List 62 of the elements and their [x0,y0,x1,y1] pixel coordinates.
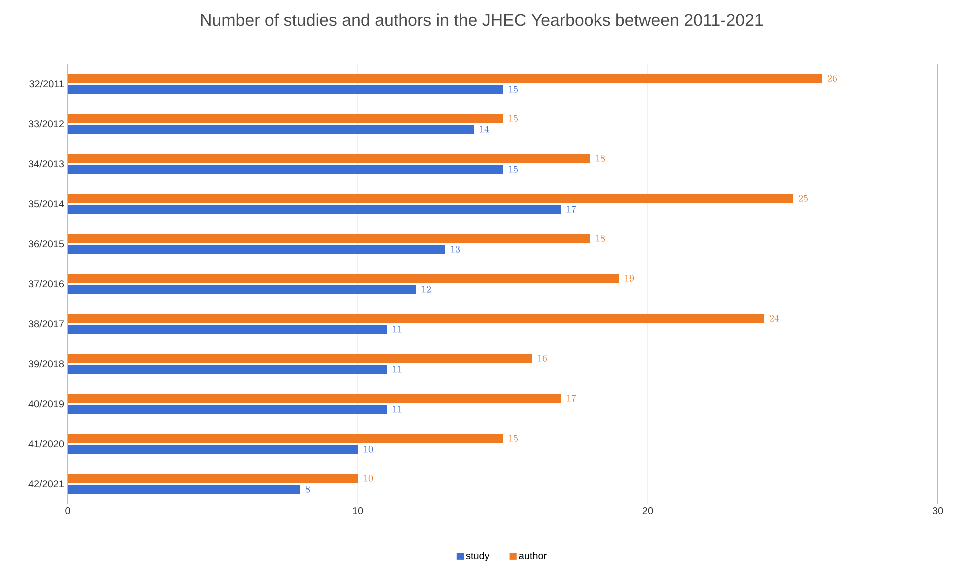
y-tick-label: 40/2019 [28,400,64,408]
bar [68,484,300,494]
bar [68,284,416,294]
data-label: 14 [480,126,490,133]
bar [68,444,358,454]
y-tick-label: 35/2014 [28,200,64,208]
data-label: 16 [538,355,548,362]
bar [68,324,388,334]
x-tick-label: 30 [932,508,944,515]
bar [68,124,474,134]
data-label: 11 [393,406,402,413]
data-label: 12 [422,286,431,293]
data-label: 15 [509,86,518,93]
legend-label: study [466,552,490,562]
bar [68,274,620,283]
data-label: 24 [770,314,780,322]
bar [68,244,446,254]
chart-title: Number of studies and authors in the JHEC Yearbooks between 2011-2021 [201,14,764,26]
bar [68,434,504,443]
y-tick-label: 32/2011 [30,80,64,88]
data-label: 18 [596,155,606,162]
data-label: 11 [393,326,402,333]
x-tick-label: 10 [353,508,364,515]
bar [68,354,532,363]
bar [68,234,590,243]
bar [68,154,590,163]
bar [68,164,504,174]
data-label: 8 [306,486,310,493]
y-tick-label: 41/2020 [28,440,64,448]
data-label: 19 [625,275,634,282]
data-label: 15 [509,166,518,173]
data-label: 18 [596,235,606,242]
y-tick-label: 42/2021 [28,480,64,488]
data-label: 10 [364,475,374,482]
bar [68,474,358,483]
bar [68,314,764,323]
data-label: 17 [567,206,576,213]
x-tick-label: 0 [66,508,70,515]
data-label: 25 [799,195,808,202]
data-label: 15 [509,115,518,122]
bar [68,84,504,94]
y-tick-label: 38/2017 [28,320,64,328]
bar [68,204,562,214]
bar [68,404,388,414]
data-label: 10 [364,446,374,453]
data-label: 26 [828,75,838,82]
legend-label: author [519,552,547,560]
data-label: 17 [567,394,576,402]
bar [68,394,562,403]
data-label: 11 [393,366,402,373]
bar [68,74,822,83]
y-tick-label: 34/2013 [28,160,64,168]
y-tick-label: 39/2018 [28,360,64,368]
y-tick-label: 33/2012 [28,120,64,128]
bar [68,364,388,374]
bar [68,114,504,123]
data-label: 15 [509,435,518,442]
x-tick-label: 20 [642,508,654,515]
bar [68,194,794,203]
y-tick-label: 37/2016 [28,280,64,288]
data-label: 13 [451,246,460,253]
y-tick-label: 36/2015 [28,240,64,248]
